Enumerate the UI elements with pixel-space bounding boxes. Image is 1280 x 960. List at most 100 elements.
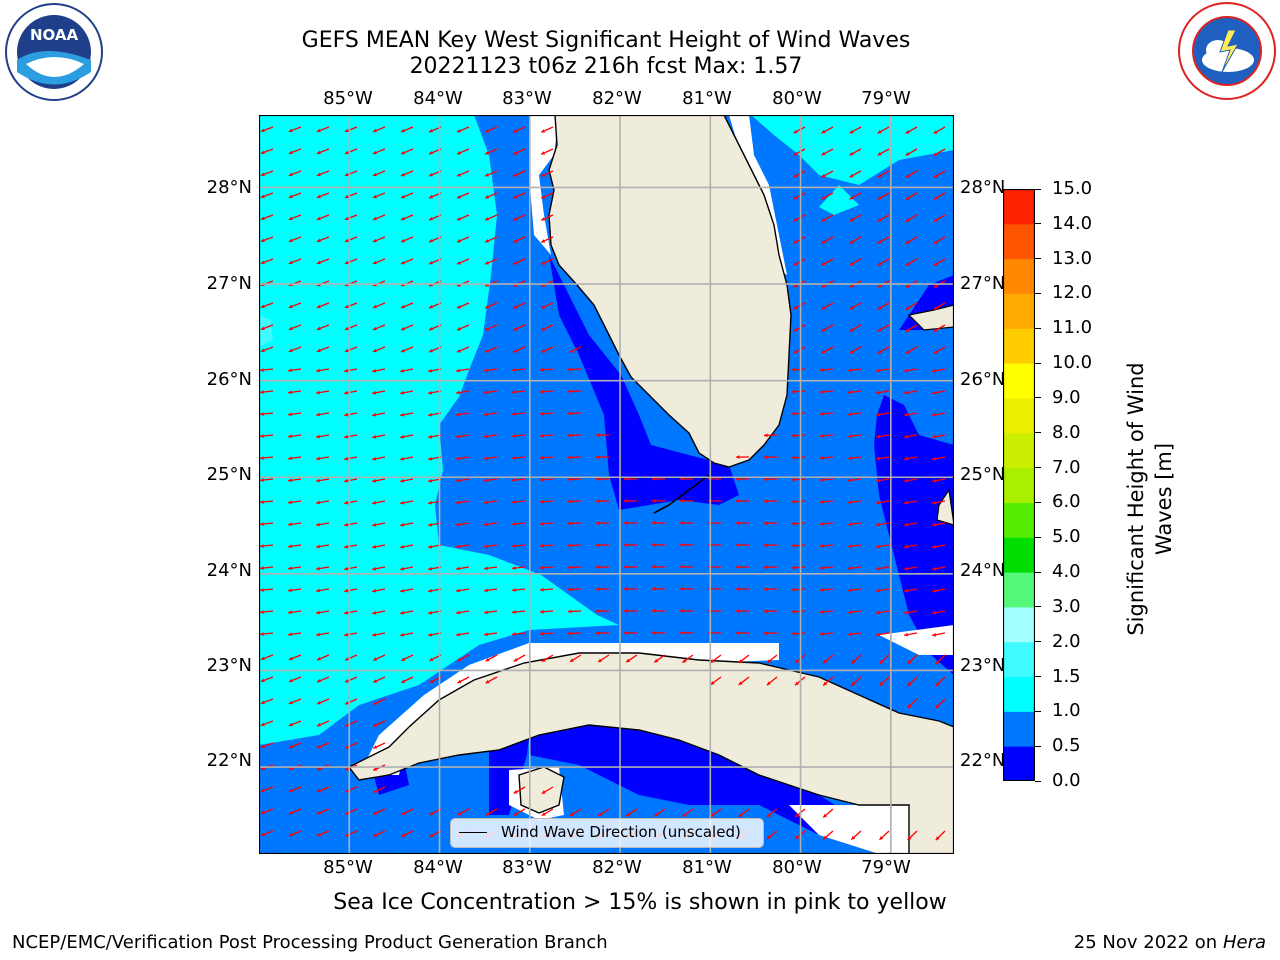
wind-arrow: [400, 346, 414, 353]
wind-arrow: [850, 676, 862, 687]
wind-arrow: [344, 698, 358, 705]
wind-arrow: [288, 566, 302, 571]
wind-arrow: [372, 456, 386, 461]
colorbar-band: [1003, 606, 1035, 643]
wind-arrow: [539, 477, 554, 482]
wind-arrow: [260, 192, 274, 199]
wind-arrow: [512, 500, 526, 504]
wind-arrow: [763, 455, 778, 460]
wind-arrow: [288, 522, 302, 527]
wind-arrow: [877, 126, 890, 134]
wind-arrow: [484, 522, 498, 527]
colorbar-band: [1003, 537, 1035, 573]
wind-arrow: [849, 346, 862, 354]
wind-arrow: [905, 302, 918, 310]
wind-arrow: [344, 676, 358, 683]
wind-arrow: [372, 676, 386, 683]
colorbar-band: [1003, 676, 1035, 712]
wind-arrow: [512, 346, 526, 353]
wind-arrow: [597, 654, 610, 663]
wind-arrow: [539, 631, 554, 636]
wind-arrow: [848, 368, 862, 373]
wind-arrow: [372, 214, 386, 221]
colorbar-tick-mark: [1035, 501, 1041, 503]
wind-arrow: [513, 654, 526, 662]
wind-arrow: [679, 586, 694, 591]
wind-arrow: [905, 346, 918, 354]
wind-arrow: [400, 500, 414, 505]
wind-arrow: [623, 609, 638, 613]
wind-arrow: [876, 566, 890, 571]
ocean-1.0-1.5-patch: [819, 185, 859, 215]
wind-arrow: [904, 632, 918, 637]
wind-arrow: [848, 500, 862, 505]
wind-arrow: [848, 544, 862, 549]
wind-arrow: [540, 346, 554, 353]
wind-wave-arrows: [260, 126, 946, 854]
land-cuba: [347, 652, 954, 854]
wind-arrow: [793, 170, 806, 178]
wind-arrow: [288, 676, 302, 683]
land-isla-juventud: [518, 766, 565, 814]
lon-top-80w: 80°W: [772, 88, 822, 109]
wind-arrow: [372, 830, 386, 837]
wind-arrow: [260, 456, 274, 460]
wind-arrow: [848, 390, 862, 395]
wind-arrow: [400, 544, 414, 549]
wind-arrow: [400, 522, 414, 527]
wind-arrow: [512, 170, 526, 177]
wind-arrow: [876, 500, 890, 505]
wind-arrow: [876, 478, 890, 483]
ocean-1.5-2.0-patch: [259, 315, 273, 347]
wind-arrow: [260, 500, 274, 504]
wind-arrow: [260, 126, 274, 133]
wind-arrow: [484, 148, 498, 155]
wind-arrow: [791, 411, 806, 416]
wind-arrow: [260, 522, 274, 526]
wind-arrow: [540, 258, 554, 265]
wind-arrow: [821, 236, 834, 244]
wind-arrow: [819, 412, 834, 416]
wind-arrow: [540, 324, 554, 331]
wind-arrow: [344, 236, 358, 243]
wind-arrow: [932, 456, 946, 461]
nws-logo: [1178, 2, 1276, 100]
wind-arrow: [344, 412, 358, 417]
lat-right-22n: 22°N: [960, 750, 1006, 771]
wind-arrow: [763, 565, 778, 570]
wind-arrow: [288, 126, 302, 133]
wind-arrow: [344, 500, 358, 505]
wind-arrow: [484, 610, 498, 615]
wind-arrow: [819, 478, 834, 482]
colorbar-tick-mark: [1035, 780, 1041, 782]
wind-arrow: [400, 302, 414, 309]
wind-arrow: [260, 170, 274, 177]
wind-arrow: [456, 192, 470, 199]
wind-arrow: [344, 148, 358, 155]
wind-arrow: [682, 808, 694, 818]
wind-arrow: [288, 720, 302, 727]
wind-arrow: [819, 456, 834, 460]
wind-arrow: [933, 170, 946, 179]
wind-arrow: [876, 412, 890, 417]
wind-arrow: [819, 588, 834, 592]
wind-arrow: [288, 192, 302, 199]
wind-arrow: [540, 192, 554, 199]
wind-arrow: [316, 830, 330, 837]
wind-arrow: [932, 588, 946, 593]
wind-arrow: [763, 543, 778, 548]
wind-arrow: [821, 302, 834, 310]
wind-arrow: [372, 720, 386, 727]
wind-arrow: [822, 654, 834, 664]
wind-arrow: [344, 522, 358, 527]
wind-arrow: [316, 654, 330, 661]
wind-arrow: [877, 324, 890, 332]
wind-arrow: [288, 742, 302, 749]
wind-arrow: [344, 588, 358, 593]
wind-arrow: [484, 368, 498, 373]
land-florida-keys: [653, 474, 710, 514]
legend-label: Wind Wave Direction (unscaled): [501, 823, 741, 841]
wind-arrow: [793, 302, 806, 310]
wind-arrow: [260, 368, 274, 372]
wind-arrow: [763, 609, 778, 614]
